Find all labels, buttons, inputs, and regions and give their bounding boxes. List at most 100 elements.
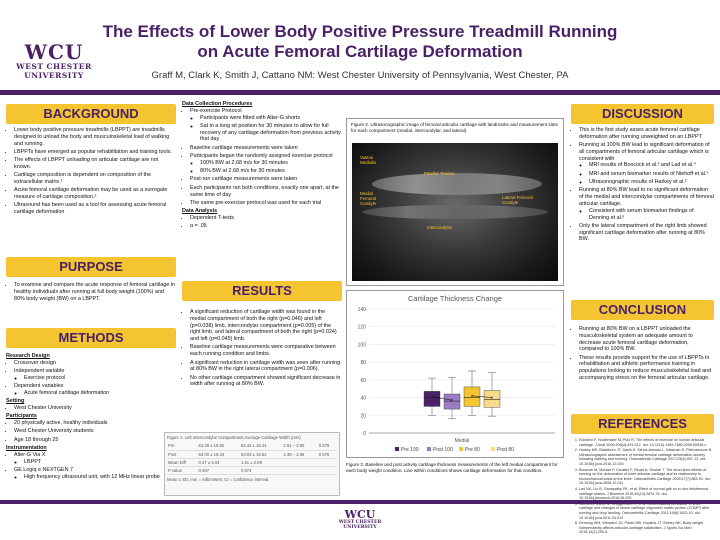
list-item: No other cartilage compartment showed si…: [190, 375, 342, 389]
footer-logo-subtext-2: UNIVERSITY: [343, 525, 377, 531]
ultrasound-figure: Figure 2. Ultrasonographic image of femo…: [346, 118, 564, 286]
table-cell: Pre: [167, 442, 198, 451]
title-line-2: on Acute Femoral Cartilage Deformation: [197, 42, 523, 61]
list-item: Lad NK, Liu B, Ganapathy PK, et al. Effe…: [579, 487, 714, 501]
list-item-label: Alter-G Via X: [14, 451, 46, 458]
legend-swatch: [459, 447, 463, 451]
cartilage-band: [372, 173, 542, 195]
list-item-label: Running at 100% BW lead to significant d…: [579, 142, 710, 162]
list-subitem: MRI results of Boocock et al.³ and Lad e…: [589, 162, 714, 169]
logo-subtext-2: UNIVERSITY: [24, 71, 84, 80]
middle-left-column: Data Collection Procedures Pre-exercise …: [182, 100, 342, 387]
table-cell: 63.03 ± 19.52: [239, 450, 283, 459]
references-heading: REFERENCES: [571, 414, 714, 434]
vastus-label: Vastus Medialis: [360, 155, 377, 165]
chart-title: Cartilage Thickness Change: [408, 294, 502, 303]
box-post-80: [483, 390, 501, 408]
y-tick-label: 140: [358, 307, 367, 313]
list-subitem: Ultrasonographic results of Harkey et al…: [589, 179, 714, 186]
medial-label: Medial Femoral Condyle: [360, 191, 377, 206]
list-item: Dependent variables Acute femoral cartil…: [14, 383, 176, 397]
methods-body: Research Design Crossover design Indepen…: [6, 352, 176, 482]
footer-logo-text: WCU: [344, 508, 376, 521]
y-tick-label: 100: [358, 342, 367, 348]
table-cell: 0.074: [239, 466, 283, 475]
list-item: A significant reduction of cartilage wid…: [190, 309, 342, 343]
background-list: Lower body positive pressure treadmills …: [6, 127, 176, 216]
results-table: Pre 63.38 ± 19.82 62.42 ± 19.44 2.91 – 2.60…: [167, 442, 337, 475]
list-item: The same pre-exercise protocol was used …: [190, 200, 342, 207]
list-subitem: Sat in a long sit position for 30 minute…: [200, 123, 342, 143]
table-cell: 63.00 ± 19.33: [197, 450, 240, 459]
cartilage-chart: Cartilage Thickness Change 0 20 40 60 80 100 12…: [346, 290, 564, 458]
table-row: P value 0.487 0.074: [167, 466, 337, 475]
table-cell: 63.38 ± 19.82: [197, 442, 240, 451]
list-item: Harkey MS, Blackburn JT, Davis H, Sierra…: [579, 448, 714, 466]
legend-label: Pre 80: [465, 447, 480, 453]
legend-swatch: [491, 447, 495, 451]
list-item: West Chester University students: [14, 428, 176, 435]
list-item-label: GE Logiq e NEXTGEN 7: [14, 466, 74, 473]
list-item-label: Participants began the randomly assigned…: [190, 153, 333, 160]
list-item: These results provide support for the us…: [579, 355, 714, 382]
bone-band: [362, 205, 548, 219]
y-tick-label: 60: [360, 378, 366, 384]
list-item: Participants began the randomly assigned…: [190, 153, 342, 175]
figure-3-caption: Figure 3. Baseline and post activity car…: [346, 462, 558, 473]
discussion-body: This is the first study asses acute femo…: [571, 127, 714, 243]
list-item: Running at 80% BW on a LBPPT unloaded th…: [579, 326, 714, 353]
table-cell: 0.487: [197, 466, 240, 475]
header-divider: [0, 90, 720, 95]
legend-swatch: [427, 447, 431, 451]
deformation-line-100: [431, 396, 453, 401]
list-item: Pre-exercise Protocol Participants were …: [190, 108, 342, 143]
setting-label: Setting: [6, 398, 25, 405]
list-item-label: Dependent variables: [14, 383, 64, 390]
figure-2-caption: Figure 2. Ultrasonographic image of femo…: [351, 122, 558, 133]
title-line-1: The Effects of Lower Body Positive Press…: [102, 22, 618, 41]
table-cell: 0.576: [317, 450, 337, 459]
right-column: DISCUSSION This is the first study asses…: [571, 100, 714, 534]
list-item: Cartilage composition is dependent on co…: [14, 172, 176, 186]
list-subitem: Acute femoral cartilage deformation: [24, 390, 176, 397]
list-item: Eckstein F, Hudelmaier M, Putz R. The ef…: [579, 438, 714, 447]
list-item: α = .05: [190, 223, 342, 230]
list-item: Age 18 through 25: [14, 437, 176, 444]
mean-marker: ×: [471, 394, 474, 400]
legend-label: Pre 100: [401, 447, 419, 453]
list-item: Boocock M, McNair P, Cicuttini F, Stuart…: [579, 468, 714, 486]
conclusion-body: Running at 80% BW on a LBPPT unloaded th…: [571, 326, 714, 383]
list-item: Acute femoral cartilage deformation may …: [14, 187, 176, 201]
lateral-label: Lateral Femoral Condyle: [502, 195, 533, 205]
x-axis-label: Medial: [455, 438, 470, 444]
list-item: Ultrasound has been used as a tool for a…: [14, 202, 176, 216]
references-body: Eckstein F, Hudelmaier M, Putz R. The ef…: [571, 438, 714, 536]
table-cell: 0.37 ± 5.04: [197, 458, 240, 467]
list-item: This is the first study asses acute femo…: [579, 127, 714, 141]
wcu-logo: WCU WEST CHESTER UNIVERSITY: [6, 42, 102, 82]
results-list: A significant reduction of cartilage wid…: [182, 309, 342, 388]
list-item: Crossover design: [14, 360, 176, 367]
table-cell: 2.38 – 2.66: [282, 450, 318, 459]
figure-1-table: Figure 1. Left Intercondylar Compartment…: [164, 432, 340, 496]
list-item: Baseline cartilage measurements were tak…: [190, 145, 342, 152]
table-title: Figure 1. Left Intercondylar Compartment…: [167, 435, 301, 440]
y-tick-label: 0: [363, 431, 366, 437]
table-note: Mean ± SD, mm = millimeters, CI = confid…: [167, 476, 270, 482]
table-row: Pre 63.38 ± 19.82 62.42 ± 19.44 2.91 – 2.60…: [167, 442, 337, 451]
ultrasound-image: Vastus Medialis Patellar Tendon Medial F…: [352, 143, 558, 281]
references-list: Eckstein F, Hudelmaier M, Putz R. The ef…: [571, 438, 714, 535]
list-subitem: MRI and serum biomarker results of Nieho…: [589, 171, 714, 178]
list-item: Only the lateral compartment of the righ…: [579, 223, 714, 243]
participants-label: Participants: [6, 413, 37, 420]
list-item: Each participants ran both conditions, e…: [190, 185, 342, 199]
list-item: Running at 80% BW lead to no significant…: [579, 187, 714, 221]
list-item: Post-run cartilage measurements were tak…: [190, 176, 342, 183]
footer-logo-subtext-1: WEST CHESTER: [338, 520, 382, 525]
purpose-list: To examine and compare the acute respons…: [6, 282, 176, 302]
list-item: Dependent T-tests: [190, 215, 342, 222]
table-row: Mean Diff 0.37 ± 5.04 1.61 ± 2.69: [167, 458, 337, 467]
poster-header: WCU WEST CHESTER UNIVERSITY The Effects …: [0, 0, 720, 92]
mean-marker: ×: [491, 396, 494, 402]
table-cell: Mean Diff: [167, 458, 198, 467]
